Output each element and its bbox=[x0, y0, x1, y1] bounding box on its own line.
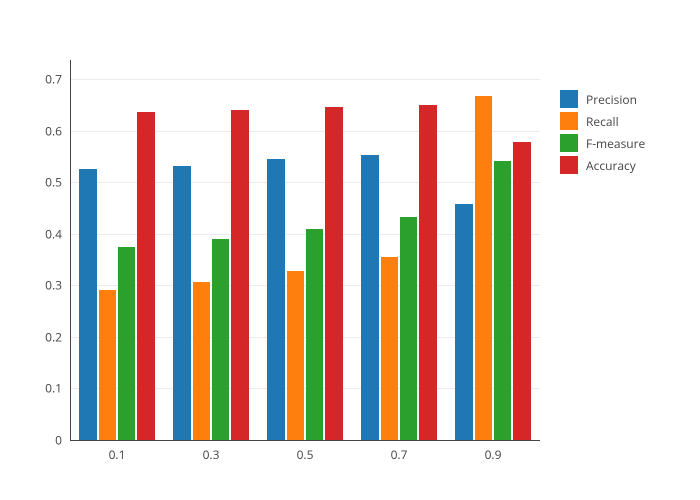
bar bbox=[455, 204, 473, 440]
bar bbox=[513, 142, 531, 440]
bar bbox=[267, 159, 285, 440]
bar bbox=[231, 110, 249, 440]
bar bbox=[173, 166, 191, 440]
bar bbox=[287, 271, 305, 440]
legend-item[interactable]: Accuracy bbox=[560, 156, 645, 174]
bar bbox=[118, 247, 136, 440]
y-tick-label: 0.6 bbox=[30, 122, 62, 139]
y-tick-label: 0.5 bbox=[30, 174, 62, 191]
bar bbox=[212, 239, 230, 440]
legend-swatch bbox=[560, 134, 578, 152]
y-axis bbox=[70, 60, 71, 440]
legend-item[interactable]: Recall bbox=[560, 112, 645, 130]
bar bbox=[361, 155, 379, 440]
legend-label: F-measure bbox=[586, 135, 645, 152]
bar bbox=[494, 161, 512, 440]
x-tick-label: 0.3 bbox=[203, 446, 220, 463]
bar bbox=[325, 107, 343, 440]
legend: Precision Recall F-measure Accuracy bbox=[560, 90, 645, 178]
legend-item[interactable]: F-measure bbox=[560, 134, 645, 152]
legend-swatch bbox=[560, 112, 578, 130]
legend-swatch bbox=[560, 90, 578, 108]
bar bbox=[475, 96, 493, 440]
y-tick-label: 0.4 bbox=[30, 225, 62, 242]
y-tick-label: 0.7 bbox=[30, 71, 62, 88]
y-tick-label: 0.2 bbox=[30, 328, 62, 345]
legend-label: Accuracy bbox=[586, 157, 636, 174]
x-axis bbox=[70, 440, 540, 441]
x-tick-label: 0.9 bbox=[485, 446, 502, 463]
y-tick-label: 0.1 bbox=[30, 380, 62, 397]
plot-area bbox=[70, 60, 540, 440]
y-tick-label: 0 bbox=[30, 432, 62, 449]
bar bbox=[137, 112, 155, 440]
grid-line bbox=[70, 79, 540, 80]
x-tick-label: 0.1 bbox=[109, 446, 126, 463]
bar bbox=[381, 257, 399, 440]
bar bbox=[193, 282, 211, 440]
y-tick-label: 0.3 bbox=[30, 277, 62, 294]
legend-item[interactable]: Precision bbox=[560, 90, 645, 108]
legend-label: Recall bbox=[586, 113, 619, 130]
bar bbox=[419, 105, 437, 440]
chart-container: 0 0.1 0.2 0.3 0.4 0.5 0.6 0.7 0.1 0.3 0.5 0.7 0.9 P… bbox=[0, 0, 700, 500]
bar bbox=[306, 229, 324, 440]
x-tick-label: 0.5 bbox=[297, 446, 314, 463]
bar bbox=[79, 169, 97, 440]
x-tick-label: 0.7 bbox=[391, 446, 408, 463]
bar bbox=[99, 290, 117, 440]
bar bbox=[400, 217, 418, 440]
legend-swatch bbox=[560, 156, 578, 174]
legend-label: Precision bbox=[586, 91, 637, 108]
